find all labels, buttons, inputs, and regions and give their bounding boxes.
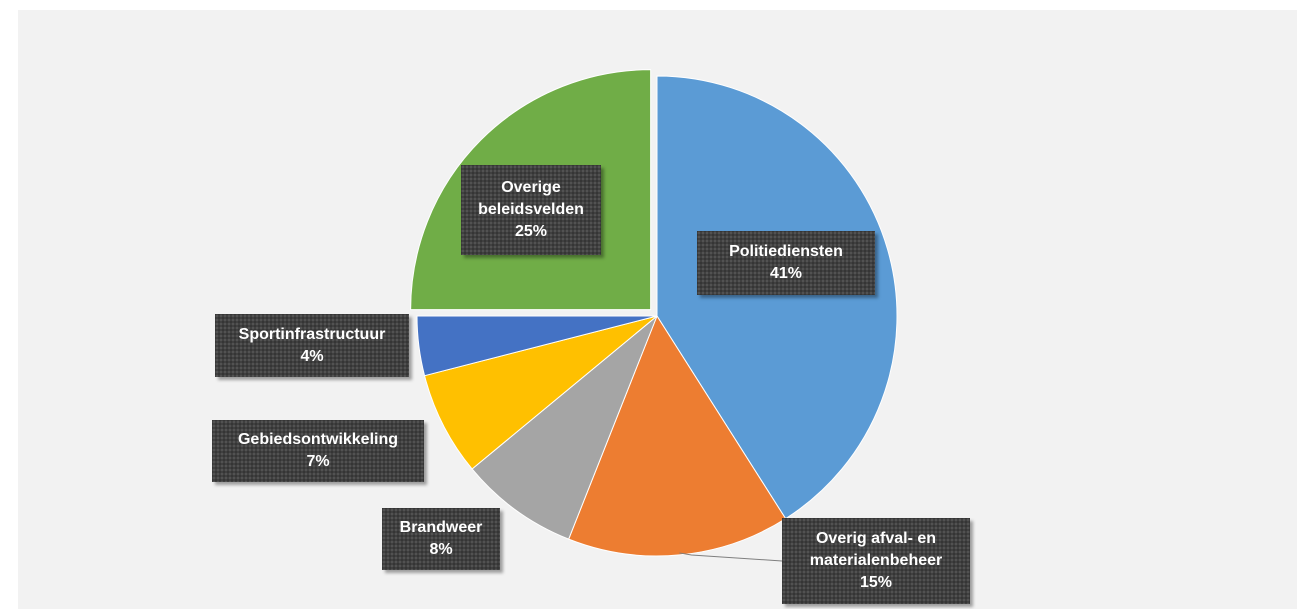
pie-slice-sportinfrastructuur bbox=[416, 315, 658, 377]
pie-slice-overig-afval-en-materialenbeheer bbox=[568, 314, 787, 557]
pie-chart bbox=[410, 69, 898, 562]
data-label-sportinfrastructuur: Sportinfrastructuur 4% bbox=[215, 314, 409, 377]
data-label-politiediensten: Politiediensten 41% bbox=[697, 231, 875, 295]
chart-area: Politiediensten 41% Overig afval- en mat… bbox=[18, 10, 1297, 609]
pie-slice-brandweer bbox=[471, 315, 658, 540]
data-label-brandweer: Brandweer 8% bbox=[382, 508, 500, 570]
data-label-overig-afval-en-materialenbeheer: Overig afval- en materialenbeheer 15% bbox=[782, 518, 970, 604]
pie-slice-gebiedsontwikkeling bbox=[423, 315, 658, 470]
data-label-overige-beleidsvelden: Overige beleidsvelden 25% bbox=[461, 165, 601, 255]
leader-line-overig-afval-en-materialenbeheer bbox=[679, 552, 783, 562]
data-label-gebiedsontwikkeling: Gebiedsontwikkeling 7% bbox=[212, 420, 424, 482]
pie-slice-politiediensten bbox=[656, 75, 898, 520]
